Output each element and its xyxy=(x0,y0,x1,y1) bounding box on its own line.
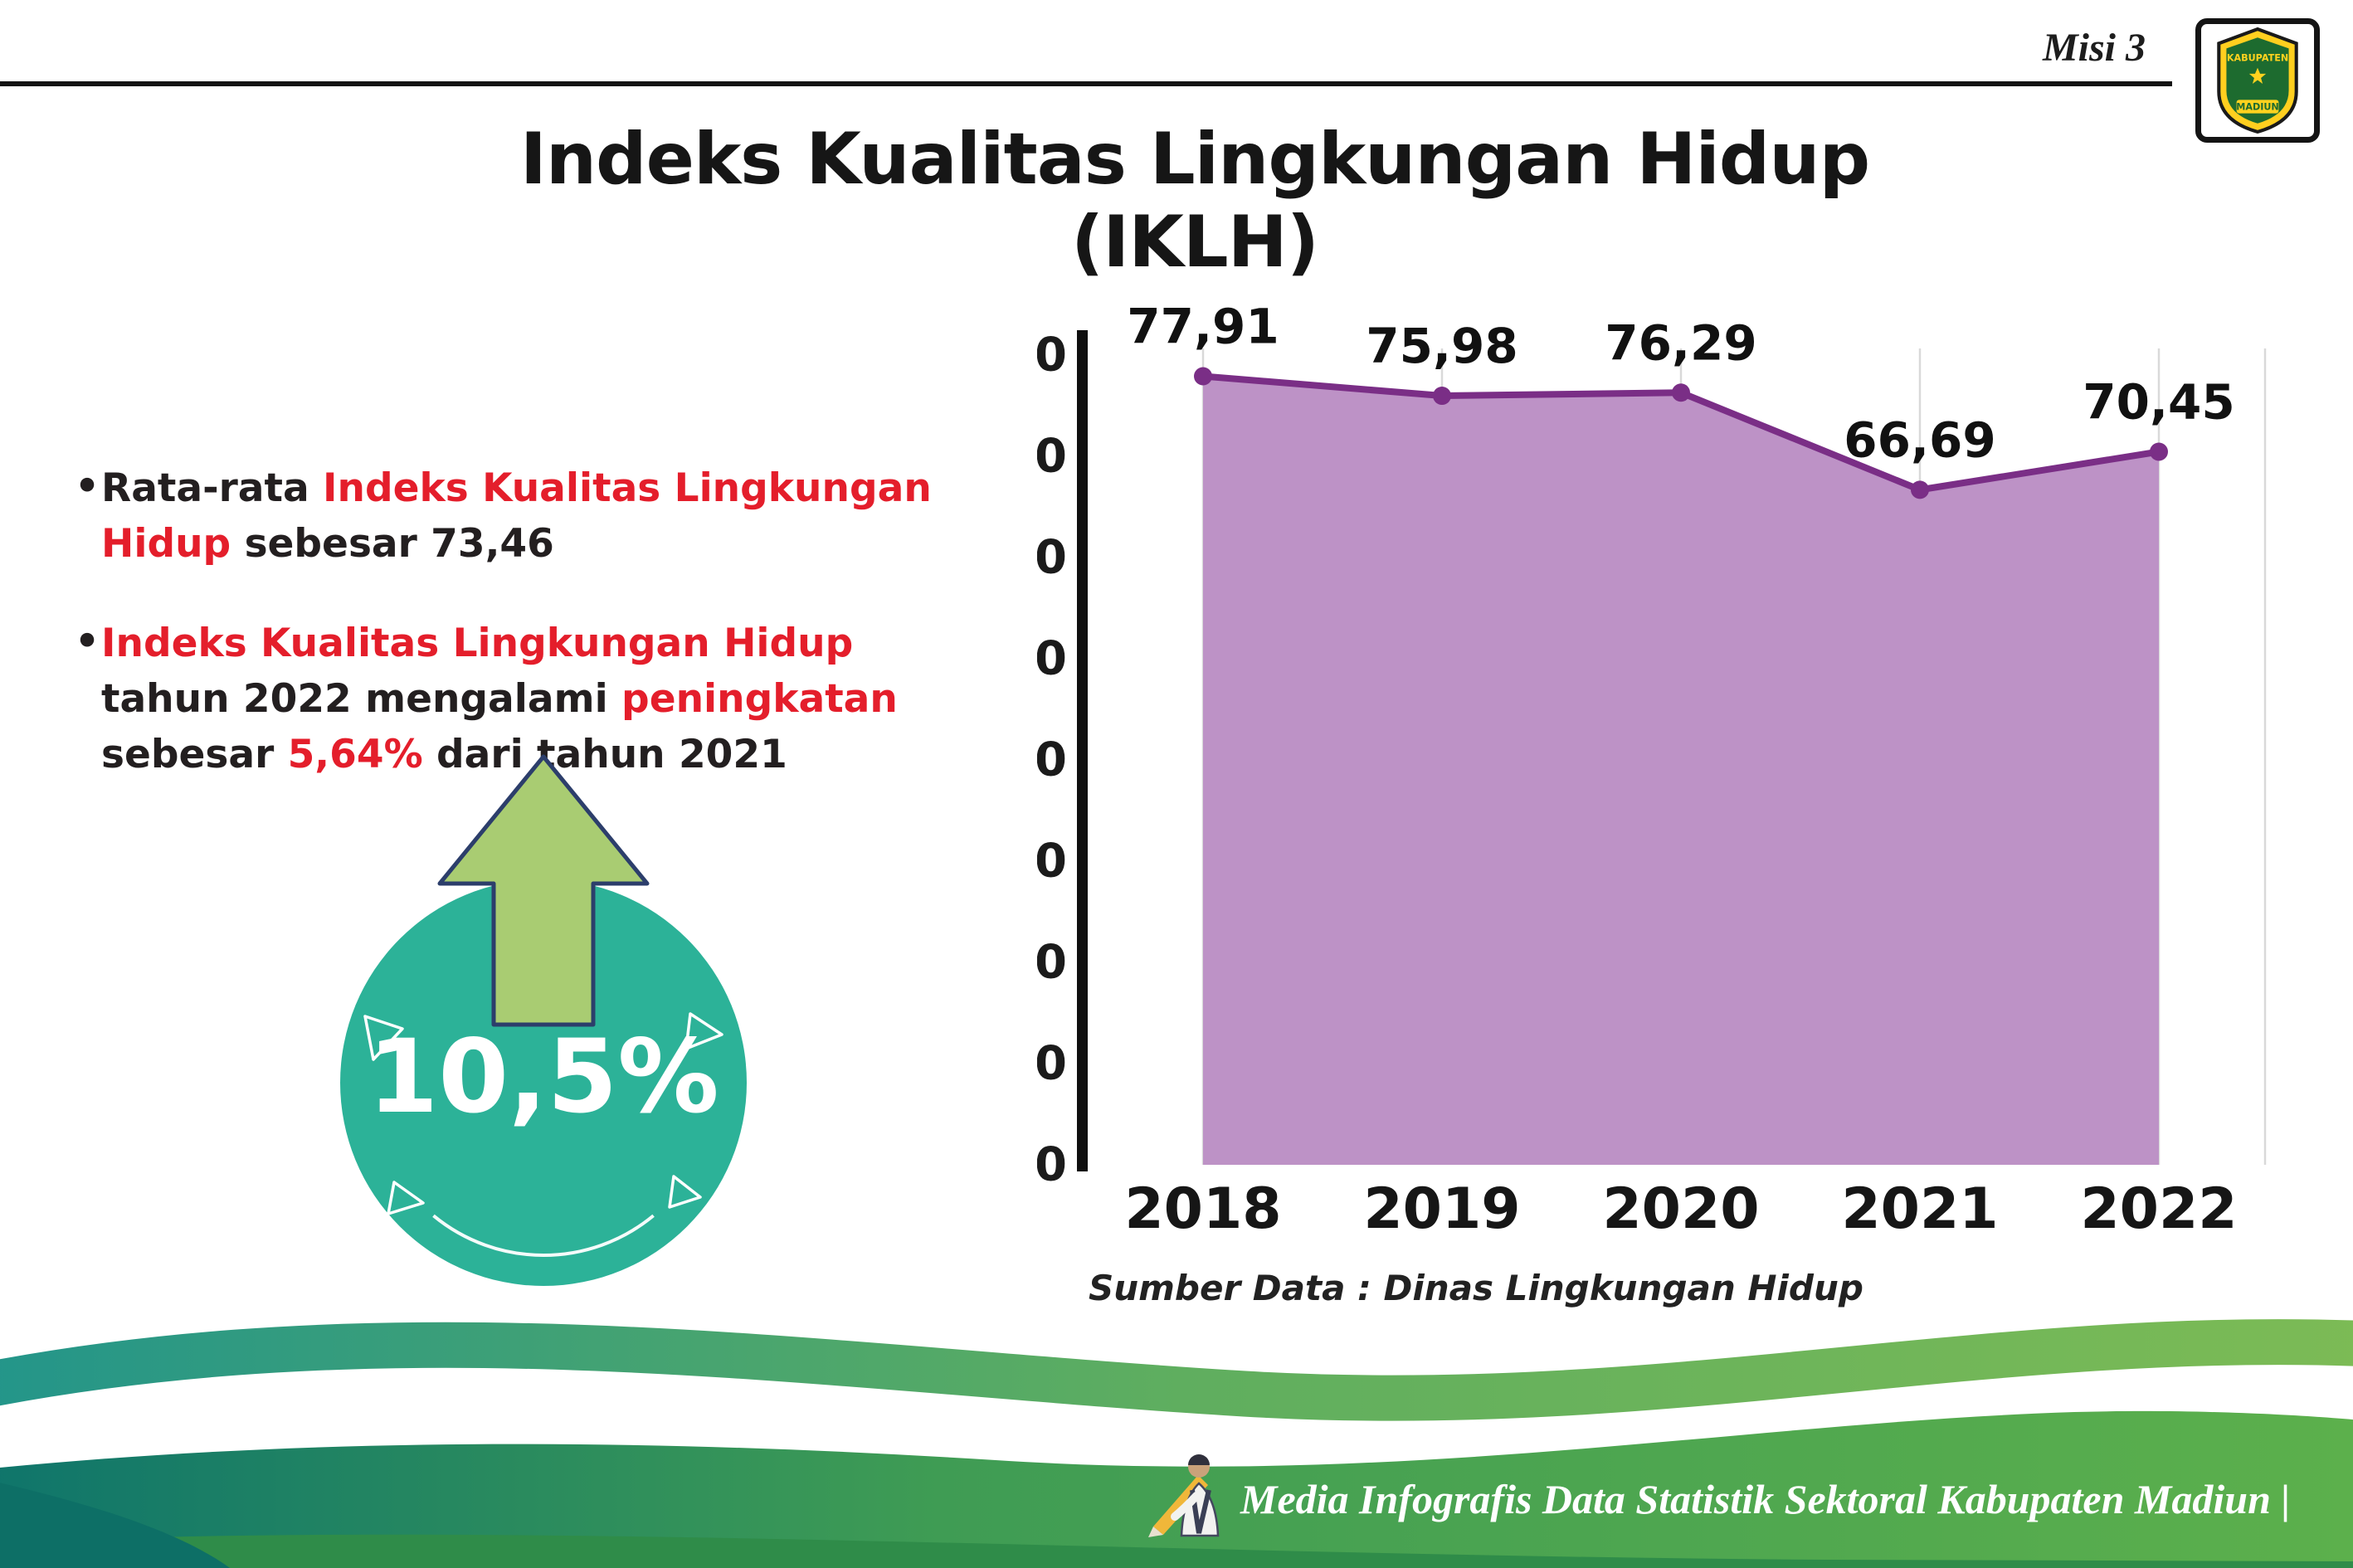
up-arrow-icon xyxy=(437,754,650,1027)
bullet-text-segment: sebesar xyxy=(101,731,288,777)
data-point xyxy=(1194,367,1212,386)
bullet-item-average: Rata-rata Indeks Kualitas Lingkungan Hid… xyxy=(75,460,962,572)
logo-region-top: KABUPATEN xyxy=(2227,53,2288,64)
kabupaten-madiun-logo: KABUPATEN MADIUN xyxy=(2195,18,2320,143)
wave-bottom xyxy=(0,1534,2353,1568)
data-point xyxy=(2150,442,2168,461)
mascot-icon xyxy=(1148,1454,1220,1537)
bullet-list: Rata-rata Indeks Kualitas Lingkungan Hid… xyxy=(75,460,962,828)
data-point xyxy=(1911,480,1929,499)
value-label: 76,29 xyxy=(1605,314,1756,371)
value-label: 75,98 xyxy=(1366,318,1518,374)
y-tick-label: 20 xyxy=(1037,936,1067,990)
bullet-highlight: peningkatan xyxy=(621,676,898,723)
x-tick-label: 2021 xyxy=(1841,1176,1998,1242)
x-tick-label: 2020 xyxy=(1602,1176,1759,1242)
chart-area xyxy=(1203,376,2159,1165)
wave-band xyxy=(0,1319,2353,1421)
header-divider xyxy=(0,81,2172,86)
footer-wave xyxy=(0,1319,2353,1568)
misi-label: Misi 3 xyxy=(2042,26,2146,70)
logo-region-bottom: MADIUN xyxy=(2236,102,2279,113)
bullet-text-segment: dari tahun 2021 xyxy=(422,731,787,777)
value-label: 77,91 xyxy=(1127,298,1279,354)
shield-icon: KABUPATEN MADIUN xyxy=(2217,27,2298,134)
chart-region: 0 10 20 30 40 50 60 70 80 77,91 75,98 76,29 66,69 70,… xyxy=(1002,290,2298,1253)
y-tick-label: 0 xyxy=(1037,1138,1067,1192)
bullet-text-segment: sebesar 73,46 xyxy=(231,520,554,567)
page-title: Indeks Kualitas Lingkungan Hidup (IKLH) xyxy=(519,118,1870,284)
iklh-area-chart: 0 10 20 30 40 50 60 70 80 77,91 75,98 76,29 66,69 70,… xyxy=(1002,298,2267,1242)
y-tick-label: 30 xyxy=(1037,835,1067,889)
decor-triangle xyxy=(387,1181,425,1215)
decor-triangle xyxy=(363,1015,404,1061)
bullet-text-segment: Rata-rata xyxy=(101,465,324,511)
growth-badge-graphic: 10,5% xyxy=(340,754,747,1286)
badge-arc xyxy=(369,908,718,1257)
y-axis xyxy=(1077,330,1088,1171)
value-label: 66,69 xyxy=(1844,411,1995,468)
bullet-highlight: Indeks Kualitas Lingkungan Hidup xyxy=(101,621,854,667)
bullet-highlight: Indeks Kualitas Lingkungan Hidup xyxy=(101,465,932,567)
x-tick-label: 2019 xyxy=(1363,1176,1520,1242)
bullet-text-segment: tahun 2022 mengalami xyxy=(101,676,622,723)
decor-triangle xyxy=(668,1175,702,1209)
wave-corner xyxy=(0,1483,230,1568)
y-tick-label: 40 xyxy=(1037,733,1067,787)
bullet-item-increase: Indeks Kualitas Lingkungan Hidup tahun 2… xyxy=(75,615,962,782)
y-tick-label: 50 xyxy=(1037,632,1067,686)
value-label: 70,45 xyxy=(2083,374,2234,431)
data-point xyxy=(1672,383,1690,402)
y-tick-label: 10 xyxy=(1037,1037,1067,1091)
growth-value: 10,5% xyxy=(368,1018,719,1136)
wave-main xyxy=(0,1410,2353,1568)
source-note: Sumber Data : Dinas Lingkungan Hidup xyxy=(1089,1268,1863,1308)
bullet-highlight: 5,64% xyxy=(287,731,423,777)
badge-circle xyxy=(340,879,747,1286)
y-tick-label: 80 xyxy=(1037,329,1067,382)
y-tick-label: 70 xyxy=(1037,430,1067,484)
footer-credit: Media Infografis Data Statistik Sektoral… xyxy=(1240,1476,2291,1522)
x-tick-label: 2018 xyxy=(1124,1176,1281,1242)
decor-triangle xyxy=(684,1012,723,1050)
data-point xyxy=(1433,387,1451,406)
x-tick-label: 2022 xyxy=(2080,1176,2237,1242)
growth-badge: 10,5% xyxy=(315,747,780,1303)
y-tick-label: 60 xyxy=(1037,531,1067,585)
